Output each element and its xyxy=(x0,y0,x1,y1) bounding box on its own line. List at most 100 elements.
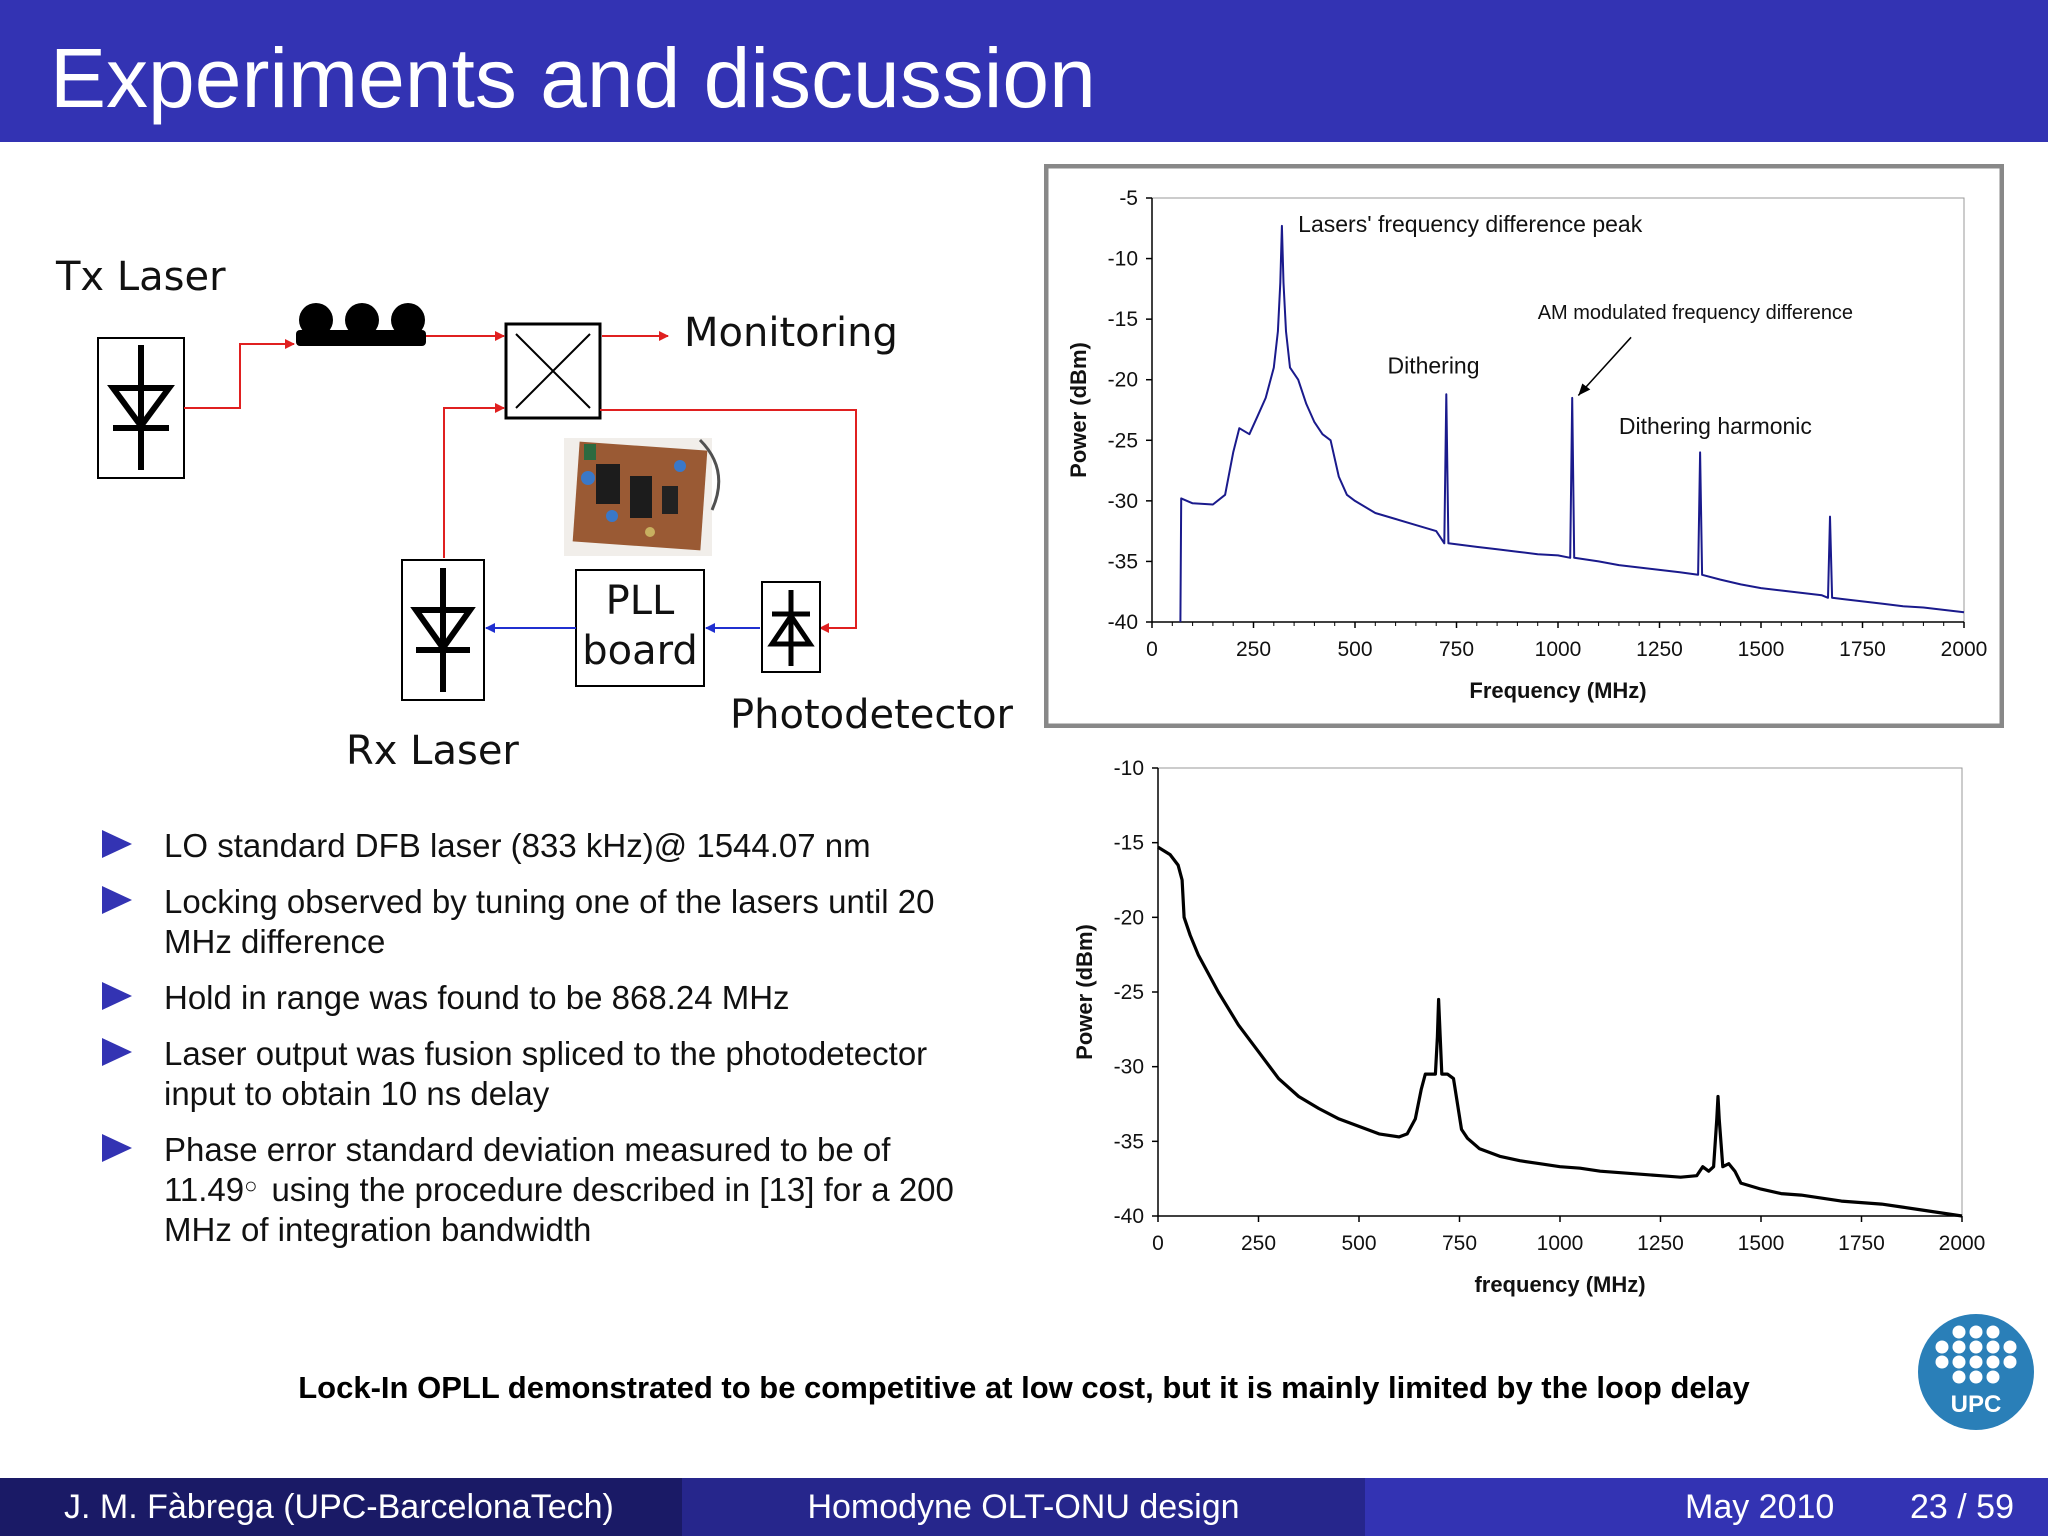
list-item: Phase error standard deviation measured … xyxy=(100,1130,1000,1250)
y-tick-label: -10 xyxy=(1108,248,1138,271)
triangle-bullet-icon xyxy=(102,830,132,858)
chart-annotation: AM modulated frequency difference xyxy=(1538,302,1853,324)
pll-board-label: PLL board xyxy=(576,576,704,676)
logo-dot xyxy=(1969,1355,1983,1369)
y-tick-label: -25 xyxy=(1114,981,1144,1004)
logo-dot xyxy=(1986,1355,2000,1369)
slide-title: Experiments and discussion xyxy=(50,31,1096,125)
y-tick-label: -15 xyxy=(1108,308,1138,331)
footer-author-segment: J. M. Fàbrega (UPC-BarcelonaTech) xyxy=(0,1478,682,1536)
annotation-arrow xyxy=(1577,336,1632,396)
footer-date: May 2010 xyxy=(1685,1488,1835,1526)
y-tick-label: -40 xyxy=(1108,611,1138,634)
chart-frame xyxy=(1044,164,2004,728)
logo-dot xyxy=(1986,1340,2000,1354)
spectrum-chart-unlocked: 0 250 500 750 1000 1250 1500 1750 2000 -5 -10 -15 -2… xyxy=(1044,164,2004,728)
fiber-coil-icon xyxy=(296,303,426,346)
y-tick-label: -5 xyxy=(1119,187,1138,210)
list-item: Laser output was fusion spliced to the p… xyxy=(100,1034,1000,1114)
photodetector-label: Photodetector xyxy=(730,692,1013,738)
x-tick-label: 0 xyxy=(1146,638,1158,661)
x-tick-label: 750 xyxy=(1439,638,1474,661)
logo-dot xyxy=(1986,1325,2000,1339)
monitoring-label: Monitoring xyxy=(684,310,898,356)
x-tick-label: 1500 xyxy=(1738,1232,1785,1255)
x-axis-label: frequency (MHz) xyxy=(1474,1272,1645,1297)
triangle-bullet-icon xyxy=(102,1038,132,1066)
plot-area xyxy=(1157,767,1963,1217)
triangle-bullet-icon xyxy=(102,982,132,1010)
list-item: Locking observed by tuning one of the la… xyxy=(100,882,1000,962)
logo-dot xyxy=(1952,1340,1966,1354)
list-item: Hold in range was found to be 868.24 MHz xyxy=(100,978,1000,1018)
logo-dot xyxy=(1986,1370,2000,1384)
optical-paths xyxy=(184,331,857,633)
triangle-bullet-icon xyxy=(102,1134,132,1162)
x-tick-label: 1250 xyxy=(1637,1232,1684,1255)
x-tick-label: 1750 xyxy=(1838,1232,1885,1255)
spectrum-chart-locked: 0 250 500 750 1000 1250 1500 1750 2000 -10 -15 -20 -… xyxy=(1072,757,1986,1297)
triangle-bullet-icon xyxy=(102,886,132,914)
logo-dot xyxy=(2003,1355,2017,1369)
x-tick-label: 750 xyxy=(1442,1232,1477,1255)
series-line xyxy=(1179,224,1965,623)
tx-laser-icon xyxy=(97,337,185,479)
footer-author: J. M. Fàbrega (UPC-BarcelonaTech) xyxy=(64,1488,614,1526)
logo-dot xyxy=(1935,1340,1949,1354)
y-tick-label: -10 xyxy=(1114,757,1144,780)
y-tick-label: -20 xyxy=(1114,906,1144,929)
logo-dot xyxy=(1969,1325,1983,1339)
logo-dot xyxy=(2003,1340,2017,1354)
logo-dot xyxy=(1952,1325,1966,1339)
y-tick-label: -30 xyxy=(1108,490,1138,513)
conclusion-text: Lock-In OPLL demonstrated to be competit… xyxy=(298,1370,1750,1405)
logo-dot xyxy=(1935,1355,1949,1369)
y-tick-label: -15 xyxy=(1114,832,1144,855)
chart-annotation: Lasers' frequency difference peak xyxy=(1298,211,1643,237)
x-tick-label: 0 xyxy=(1152,1232,1164,1255)
x-tick-label: 500 xyxy=(1337,638,1372,661)
diagram-svg xyxy=(97,303,857,701)
x-tick-label: 1000 xyxy=(1535,638,1582,661)
annotation-arrowhead xyxy=(1578,383,1591,396)
x-tick-label: 250 xyxy=(1241,1232,1276,1255)
x-tick-label: 2000 xyxy=(1939,1232,1986,1255)
x-axis-label: Frequency (MHz) xyxy=(1469,678,1646,703)
photodetector-icon xyxy=(761,581,821,673)
y-tick-label: -20 xyxy=(1108,369,1138,392)
upc-logo-text: UPC xyxy=(1951,1391,2002,1418)
x-tick-label: 1000 xyxy=(1537,1232,1584,1255)
y-tick-label: -25 xyxy=(1108,429,1138,452)
logo-dot xyxy=(1952,1355,1966,1369)
x-tick-label: 1500 xyxy=(1738,638,1785,661)
x-tick-label: 1750 xyxy=(1839,638,1886,661)
slide-header: Experiments and discussion xyxy=(0,0,2048,142)
block-diagram: Tx Laser Monitoring PLL board Photodetec… xyxy=(40,240,1030,800)
y-tick-label: -30 xyxy=(1114,1056,1144,1079)
rx-laser-icon xyxy=(401,559,485,701)
upc-logo: UPC xyxy=(1918,1314,2034,1430)
y-axis-label: Power (dBm) xyxy=(1072,924,1097,1060)
chart-annotation: Dithering harmonic xyxy=(1619,413,1812,439)
pll-label-line2: board xyxy=(582,628,698,674)
footer-right-segment: May 2010 23 / 59 xyxy=(1365,1478,2048,1536)
tx-laser-label: Tx Laser xyxy=(56,254,226,300)
x-tick-label: 250 xyxy=(1236,638,1271,661)
series-line xyxy=(1157,845,1963,1218)
chart-annotation: Dithering xyxy=(1387,353,1479,379)
y-tick-label: -35 xyxy=(1108,550,1138,573)
degree-symbol: ○ xyxy=(244,1173,258,1198)
y-tick-label: -40 xyxy=(1114,1205,1144,1228)
list-item: LO standard DFB laser (833 kHz)@ 1544.07… xyxy=(100,826,1000,866)
logo-dot xyxy=(1969,1370,1983,1384)
rx-laser-label: Rx Laser xyxy=(346,728,519,774)
pll-board-photo xyxy=(564,438,721,556)
y-tick-label: -35 xyxy=(1114,1130,1144,1153)
footer-page-number: 23 / 59 xyxy=(1910,1488,2014,1526)
footer-bar: J. M. Fàbrega (UPC-BarcelonaTech) Homody… xyxy=(0,1478,2048,1536)
y-axis-label: Power (dBm) xyxy=(1066,342,1091,478)
logo-dot xyxy=(1952,1370,1966,1384)
pll-label-line1: PLL xyxy=(605,578,675,624)
bullet-list: LO standard DFB laser (833 kHz)@ 1544.07… xyxy=(100,826,1000,1266)
footer-title: Homodyne OLT-ONU design xyxy=(682,1478,1365,1536)
